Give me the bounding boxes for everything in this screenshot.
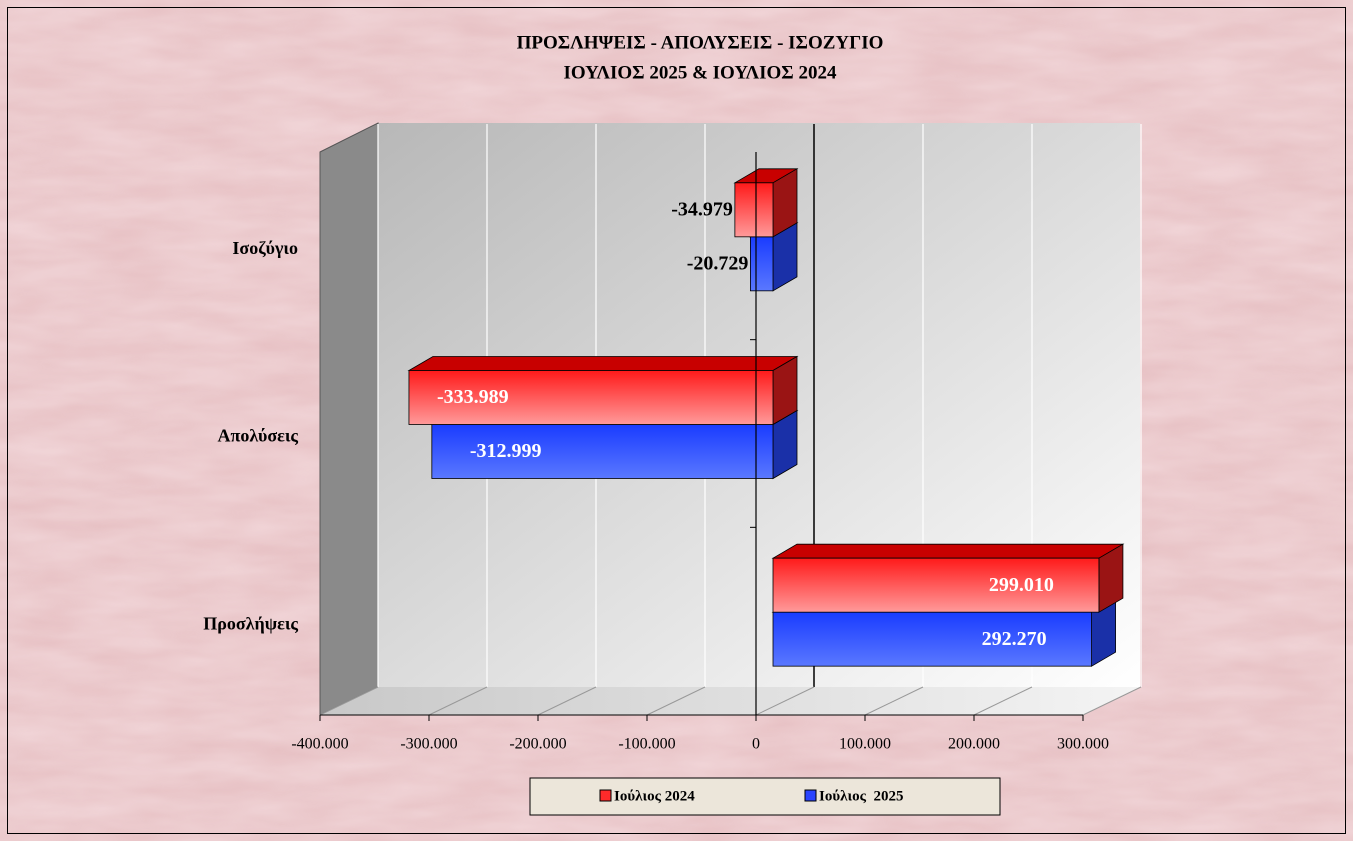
grid-floor	[537, 686, 597, 716]
legend-label: Ιούλιος 2024	[614, 788, 695, 804]
grid-floor	[646, 686, 706, 716]
grid-floor	[864, 686, 924, 716]
border	[7, 7, 1346, 834]
category-label: Ισοζύγιο	[232, 238, 298, 258]
x-tick-label: -100.000	[618, 736, 675, 753]
category-label: Προσλήψεις	[203, 613, 298, 633]
x-tick-label: 0	[752, 736, 760, 753]
value-label: 299.010	[989, 574, 1054, 596]
chart-title: ΠΡΟΣΛΗΨΕΙΣ - ΑΠΟΛΥΣΕΙΣ - ΙΣΟΖΥΓΙΟ	[517, 32, 884, 53]
category-label: Απολύσεις	[218, 426, 299, 446]
x-tick-label: -300.000	[400, 736, 457, 753]
x-tick-label: 200.000	[948, 736, 1000, 753]
bar	[408, 370, 774, 425]
x-tick-label: -400.000	[291, 736, 348, 753]
bar	[734, 182, 774, 238]
value-label: -34.979	[671, 198, 733, 220]
grid-floor	[428, 686, 488, 716]
bar	[750, 236, 774, 292]
legend	[529, 777, 1001, 816]
grid-floor	[755, 686, 815, 716]
value-label: -20.729	[687, 252, 749, 274]
grid-floor	[1082, 686, 1142, 716]
bar	[431, 424, 774, 479]
floor	[320, 687, 1140, 715]
x-tick-label: 300.000	[1057, 736, 1109, 753]
side-wall	[319, 122, 379, 716]
x-tick-label: 100.000	[839, 736, 891, 753]
grid-floor	[973, 686, 1033, 716]
bar-top	[771, 543, 1125, 559]
bar-top	[407, 356, 799, 371]
legend-swatch	[804, 789, 817, 802]
value-label: -312.999	[470, 440, 542, 462]
value-label: 292.270	[982, 628, 1047, 650]
legend-swatch	[599, 789, 612, 802]
grid-floor	[319, 686, 379, 716]
x-tick-label: -200.000	[509, 736, 566, 753]
legend-label: Ιούλιος 2025	[819, 788, 903, 804]
bar	[772, 557, 1100, 613]
chart-subtitle: ΙΟΥΛΙΟΣ 2025 & ΙΟΥΛΙΟΣ 2024	[564, 62, 837, 83]
value-label: -333.989	[437, 386, 509, 408]
